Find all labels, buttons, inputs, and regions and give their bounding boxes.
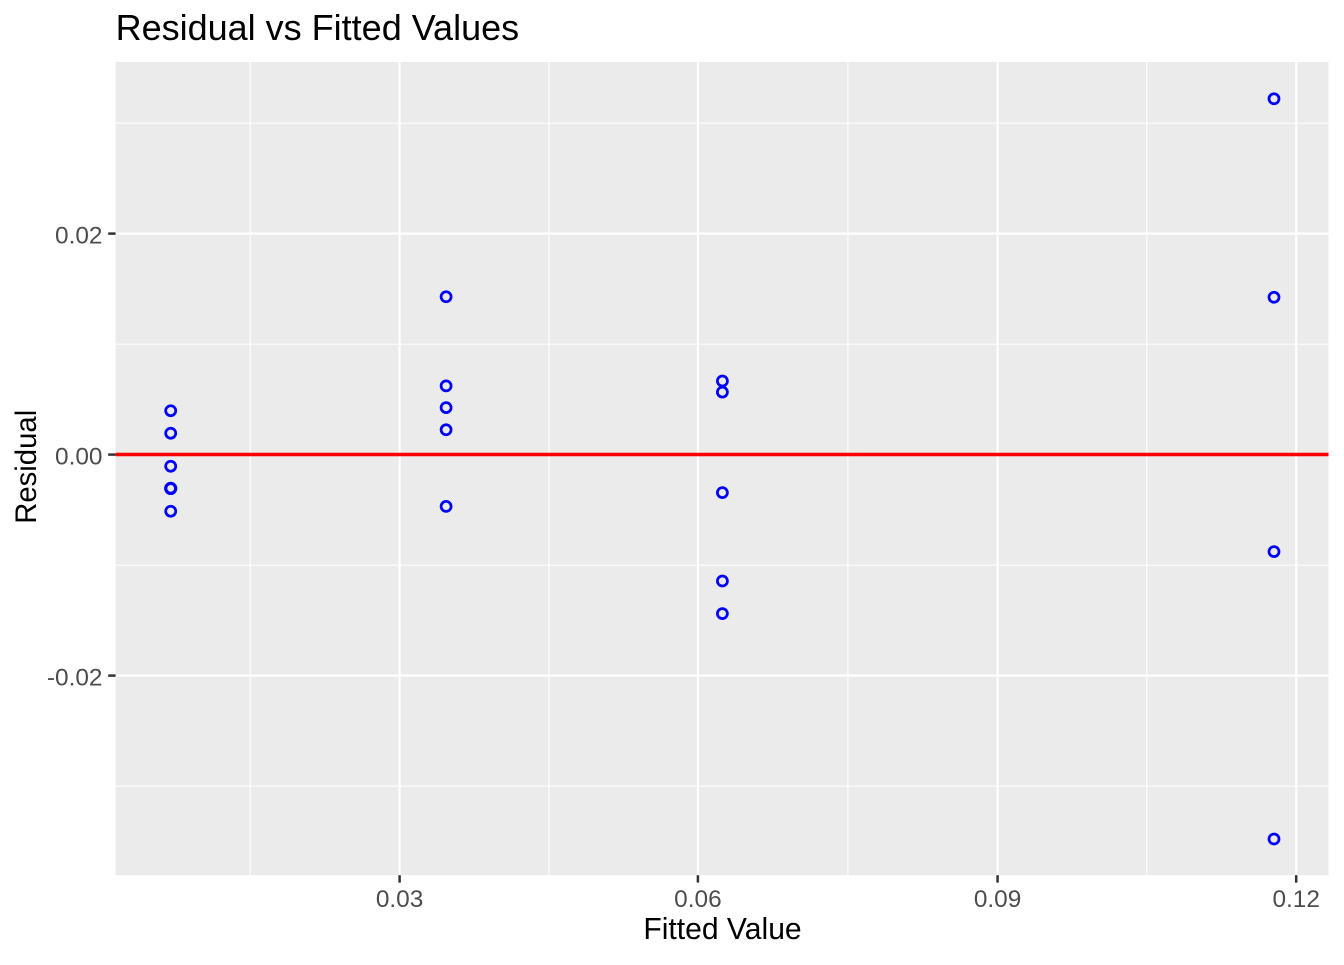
svg-text:0.00: 0.00 — [55, 444, 102, 471]
svg-text:Residual: Residual — [10, 410, 43, 524]
svg-text:0.09: 0.09 — [974, 886, 1021, 913]
svg-text:0.06: 0.06 — [674, 886, 721, 913]
svg-text:0.02: 0.02 — [55, 223, 102, 250]
svg-text:0.03: 0.03 — [376, 886, 423, 913]
svg-text:-0.02: -0.02 — [47, 665, 103, 692]
svg-text:0.12: 0.12 — [1272, 886, 1319, 913]
svg-text:Residual vs Fitted Values: Residual vs Fitted Values — [116, 7, 520, 48]
svg-text:Fitted Value: Fitted Value — [643, 913, 801, 946]
